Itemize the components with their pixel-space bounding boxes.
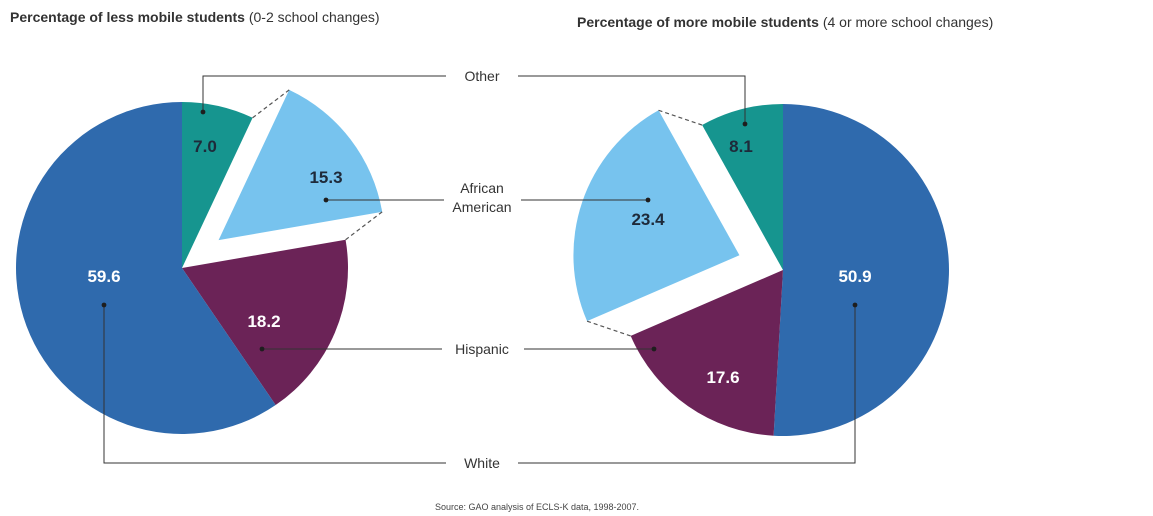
explode-connector-line — [658, 109, 703, 126]
left-pie: 7.0 15.3 18.2 59.6 — [16, 89, 383, 435]
slice-african-american-right — [573, 110, 740, 322]
left-chart-title: Percentage of less mobile students (0-2 … — [10, 9, 380, 25]
right-chart-title: Percentage of more mobile students (4 or… — [577, 14, 993, 30]
left-chart-title-rest: (0-2 school changes) — [245, 9, 380, 25]
explode-connector-line — [252, 89, 290, 119]
category-label-white: White — [464, 455, 500, 471]
leader-white-right — [518, 305, 856, 464]
category-label-african-american-line2: American — [452, 199, 511, 215]
leader-dot-white-right — [852, 302, 858, 308]
slice-hispanic-right — [630, 270, 783, 436]
leader-white-left — [103, 305, 446, 464]
value-label-other-left: 7.0 — [193, 137, 217, 156]
explode-connector-line — [586, 320, 631, 337]
slice-other-right — [702, 104, 783, 270]
right-chart-title-bold: Percentage of more mobile students — [577, 14, 819, 30]
value-label-white-right: 50.9 — [838, 267, 871, 286]
category-label-hispanic: Hispanic — [455, 341, 509, 357]
slice-white-left — [16, 102, 276, 435]
leader-dot-other-right — [742, 121, 748, 127]
category-label-african-american-line1: African — [460, 180, 504, 196]
slice-white-right — [773, 104, 949, 436]
value-label-african-american-right: 23.4 — [631, 210, 665, 229]
leader-dot-hispanic-left — [259, 346, 265, 352]
leader-other-right — [518, 75, 746, 124]
value-label-white-left: 59.6 — [87, 267, 120, 286]
explode-connector-line — [345, 211, 383, 241]
left-chart-title-bold: Percentage of less mobile students — [10, 9, 245, 25]
right-pie: 50.9 17.6 23.4 8.1 — [573, 104, 949, 436]
value-label-hispanic-left: 18.2 — [247, 312, 280, 331]
leader-lines — [101, 75, 858, 464]
right-chart-title-rest: (4 or more school changes) — [819, 14, 993, 30]
source-note: Source: GAO analysis of ECLS-K data, 199… — [435, 502, 639, 512]
category-label-other: Other — [464, 68, 499, 84]
leader-dot-white-left — [101, 302, 107, 308]
value-label-other-right: 8.1 — [729, 137, 753, 156]
value-label-african-american-left: 15.3 — [309, 168, 342, 187]
leader-dot-hispanic-right — [651, 346, 657, 352]
value-label-hispanic-right: 17.6 — [706, 368, 739, 387]
slice-hispanic-left — [182, 239, 348, 406]
leader-dot-other-left — [200, 109, 206, 115]
leader-other-left — [202, 75, 446, 112]
slice-african-american-left — [218, 89, 383, 241]
slice-other-left — [182, 102, 253, 268]
leader-dot-african-american-right — [645, 197, 651, 203]
leader-dot-african-american-left — [323, 197, 329, 203]
